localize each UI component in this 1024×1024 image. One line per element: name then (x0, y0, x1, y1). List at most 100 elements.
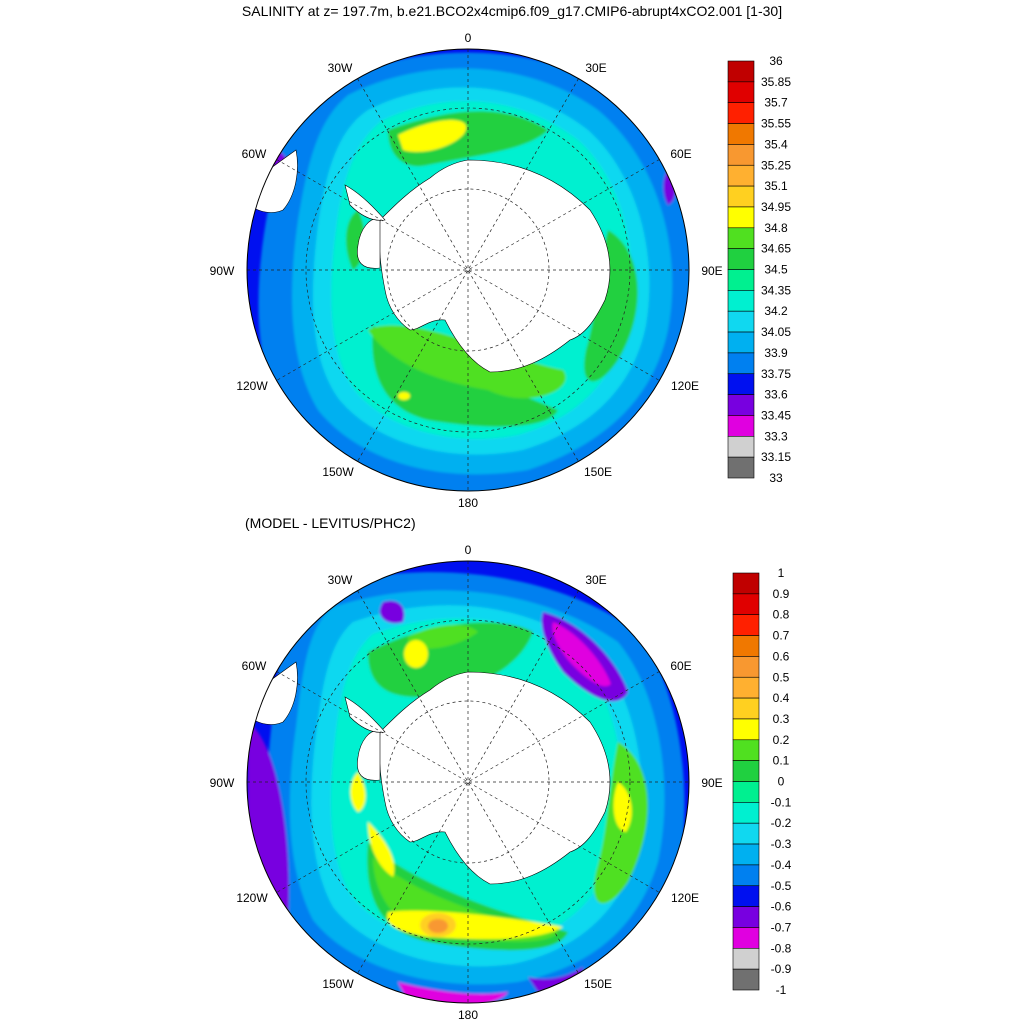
colorbar-swatch (727, 227, 755, 249)
colorbar-label: 33.6 (764, 388, 788, 402)
lon-label-90e: 90E (701, 264, 722, 278)
colorbar-swatch (732, 635, 760, 657)
colorbar-label: 1 (778, 566, 785, 580)
difference-colorbar: 1 0.9 0.8 0.7 0.6 0.5 0.4 0.3 0.2 0.1 0 -0.1 -0.2 -0.… (732, 566, 792, 997)
colorbar-label: 35.1 (764, 179, 788, 193)
colorbar-label: 0.3 (773, 712, 790, 726)
colorbar-swatch (732, 864, 760, 887)
colorbar-swatch (727, 269, 755, 291)
lon-label-90w: 90W (210, 264, 235, 278)
colorbar-swatch (732, 593, 760, 615)
colorbar-label: 33.75 (761, 367, 791, 381)
colorbar-label: 0.5 (773, 670, 790, 684)
salinity-map: 0 30E 60E 90E 120E 150E 180 150W 120W 90… (210, 31, 723, 510)
colorbar-swatch (732, 843, 760, 866)
colorbar-label: -0.4 (771, 858, 792, 872)
colorbar-label: -0.6 (771, 900, 792, 914)
lon-label-0: 0 (465, 31, 472, 45)
colorbar-label: -0.1 (771, 795, 792, 809)
colorbar-swatch (727, 352, 755, 375)
difference-longitude-labels: 0 30E 60E 90E 120E 150E 180 150W 120W 90… (210, 543, 723, 1022)
lon-label-150w: 150W (322, 977, 354, 991)
lon-label-120w: 120W (236, 891, 268, 905)
figure-title: SALINITY at z= 197.7m, b.e21.BCO2x4cmip6… (241, 3, 783, 19)
colorbar-swatch (727, 248, 755, 270)
colorbar-swatch (732, 802, 760, 824)
colorbar-swatch (732, 822, 760, 845)
colorbar-label: 34.5 (764, 263, 788, 277)
colorbar-label: 35.25 (761, 158, 791, 172)
lon-label-60e: 60E (670, 659, 691, 673)
colorbar-swatch (732, 968, 760, 991)
lon-label-30e: 30E (585, 61, 606, 75)
colorbar-label: 35.7 (764, 96, 788, 110)
colorbar-label: 33 (769, 471, 783, 485)
lon-label-150w: 150W (322, 465, 354, 479)
colorbar-label: 33.3 (764, 429, 788, 443)
colorbar-swatch (732, 718, 760, 741)
colorbar-swatch (727, 310, 755, 333)
lon-label-150e: 150E (584, 465, 612, 479)
lon-label-60w: 60W (242, 147, 267, 161)
colorbar-swatch (727, 102, 755, 124)
lon-label-30w: 30W (328, 61, 353, 75)
colorbar-swatch (727, 456, 755, 479)
colorbar-label: 0 (778, 775, 785, 789)
colorbar-label: 0.1 (773, 754, 790, 768)
colorbar-swatch (727, 81, 755, 103)
colorbar-swatch (727, 394, 755, 416)
colorbar-label: 35.55 (761, 117, 791, 131)
difference-field (247, 561, 689, 1003)
colorbar-label: -0.8 (771, 941, 792, 955)
lon-label-120e: 120E (671, 379, 699, 393)
lon-label-60w: 60W (242, 659, 267, 673)
colorbar-label: 34.35 (761, 283, 791, 297)
colorbar-label: -0.2 (771, 816, 792, 830)
colorbar-swatch (727, 373, 755, 395)
lon-label-180: 180 (458, 1008, 478, 1022)
colorbar-swatch (727, 331, 755, 354)
colorbar-swatch (732, 760, 760, 782)
colorbar-swatch (732, 656, 760, 678)
salinity-field (247, 49, 689, 491)
difference-map: 0 30E 60E 90E 120E 150E 180 150W 120W 90… (210, 543, 723, 1022)
lon-label-150e: 150E (584, 977, 612, 991)
colorbar-label: -0.9 (771, 962, 792, 976)
colorbar-label: 0.6 (773, 649, 790, 663)
lon-label-120w: 120W (236, 379, 268, 393)
colorbar-label: 35.85 (761, 75, 791, 89)
colorbar-swatch (727, 123, 755, 145)
colorbar-swatch (732, 947, 760, 970)
lon-label-90e: 90E (701, 776, 722, 790)
colorbar-label: -0.5 (771, 879, 792, 893)
colorbar-swatch (727, 185, 755, 208)
lon-label-0: 0 (465, 543, 472, 557)
colorbar-swatch (732, 697, 760, 720)
salinity-longitude-labels: 0 30E 60E 90E 120E 150E 180 150W 120W 90… (210, 31, 723, 510)
colorbar-label: 34.05 (761, 325, 791, 339)
colorbar-swatch (732, 927, 760, 949)
colorbar-swatch (727, 415, 755, 437)
colorbar-label: -0.7 (771, 920, 792, 934)
lon-label-120e: 120E (671, 891, 699, 905)
colorbar-label: 0.9 (773, 587, 790, 601)
lon-label-90w: 90W (210, 776, 235, 790)
colorbar-swatch (732, 781, 760, 803)
colorbar-label: 35.4 (764, 137, 788, 151)
colorbar-swatch (732, 676, 760, 699)
colorbar-swatch (727, 435, 755, 458)
colorbar-swatch (732, 885, 760, 907)
colorbar-swatch (727, 290, 755, 312)
colorbar-label: 0.2 (773, 733, 790, 747)
salinity-colorbar: 36 35.85 35.7 35.55 35.4 35.25 35.1 34.95 34.8 34… (727, 54, 791, 485)
colorbar-label: 0.7 (773, 629, 790, 643)
colorbar-label: 34.95 (761, 200, 791, 214)
colorbar-swatch (732, 614, 760, 636)
colorbar-label: 36 (769, 54, 783, 68)
lon-label-30e: 30E (585, 573, 606, 587)
lon-label-60e: 60E (670, 147, 691, 161)
colorbar-label: 0.8 (773, 608, 790, 622)
colorbar-label: 33.9 (764, 346, 788, 360)
